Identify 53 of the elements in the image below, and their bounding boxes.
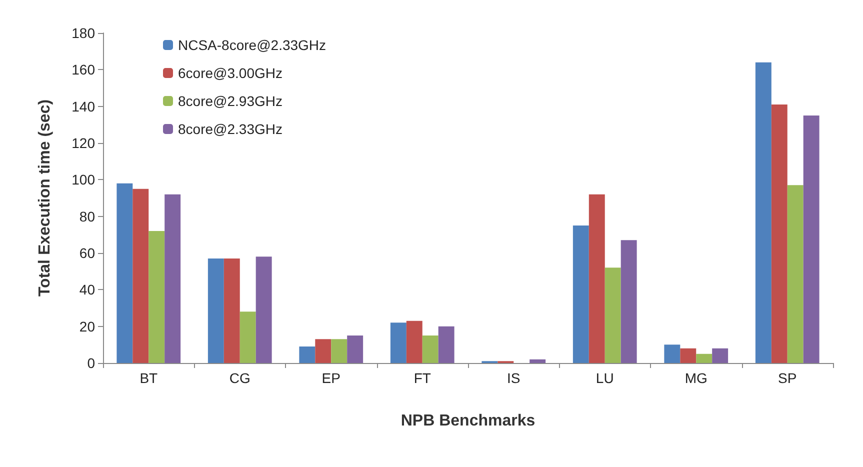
y-tick-label: 20 <box>79 318 96 334</box>
bar <box>438 326 454 363</box>
bar <box>406 320 422 363</box>
bar <box>148 231 165 363</box>
legend-label: 6core@3.00GHz <box>178 65 282 81</box>
bar <box>620 240 637 363</box>
legend-label: NCSA-8core@2.33GHz <box>178 37 326 53</box>
x-tick-label: IS <box>507 370 520 386</box>
y-tick-label: 180 <box>72 25 96 41</box>
y-tick-label: 120 <box>72 135 96 151</box>
bar <box>696 354 712 363</box>
bar <box>604 268 621 363</box>
bar <box>208 258 224 363</box>
bar <box>803 116 820 363</box>
x-axis-title: NPB Benchmarks <box>400 412 536 430</box>
bar <box>588 194 605 363</box>
x-tick-label: MG <box>684 370 708 386</box>
bar <box>299 346 316 363</box>
bar <box>664 344 680 363</box>
y-tick-label: 80 <box>79 208 96 224</box>
y-tick-label: 160 <box>72 62 96 78</box>
bar <box>771 104 788 363</box>
x-tick-label: LU <box>596 370 614 386</box>
bar <box>256 256 272 363</box>
bar <box>755 62 772 363</box>
bar <box>315 339 332 363</box>
y-tick-label: 140 <box>72 98 96 114</box>
y-tick-label: 60 <box>79 245 96 261</box>
bar <box>224 258 240 363</box>
x-tick-label: CG <box>229 370 250 386</box>
y-tick-label: 0 <box>87 355 96 371</box>
y-tick-label: 40 <box>79 282 96 298</box>
bar <box>116 183 133 363</box>
bar <box>240 312 256 363</box>
bar <box>347 336 364 363</box>
bar <box>164 194 181 363</box>
bar <box>132 188 149 363</box>
x-tick-label: BT <box>140 370 158 386</box>
y-tick-label: 100 <box>72 172 96 188</box>
bar <box>712 348 728 363</box>
bar <box>787 185 804 363</box>
bar <box>422 336 438 363</box>
bar <box>572 226 589 363</box>
bar <box>390 322 406 363</box>
bar <box>530 359 546 363</box>
legend-label: 8core@2.33GHz <box>178 121 282 137</box>
y-axis-title: Total Execution time (sec) <box>36 99 54 297</box>
x-tick-label: FT <box>414 370 432 386</box>
x-tick-label: EP <box>322 370 340 386</box>
x-tick-label: SP <box>778 370 797 386</box>
legend-label: 8core@2.93GHz <box>178 93 282 109</box>
bar <box>680 348 696 363</box>
bar <box>331 339 348 363</box>
